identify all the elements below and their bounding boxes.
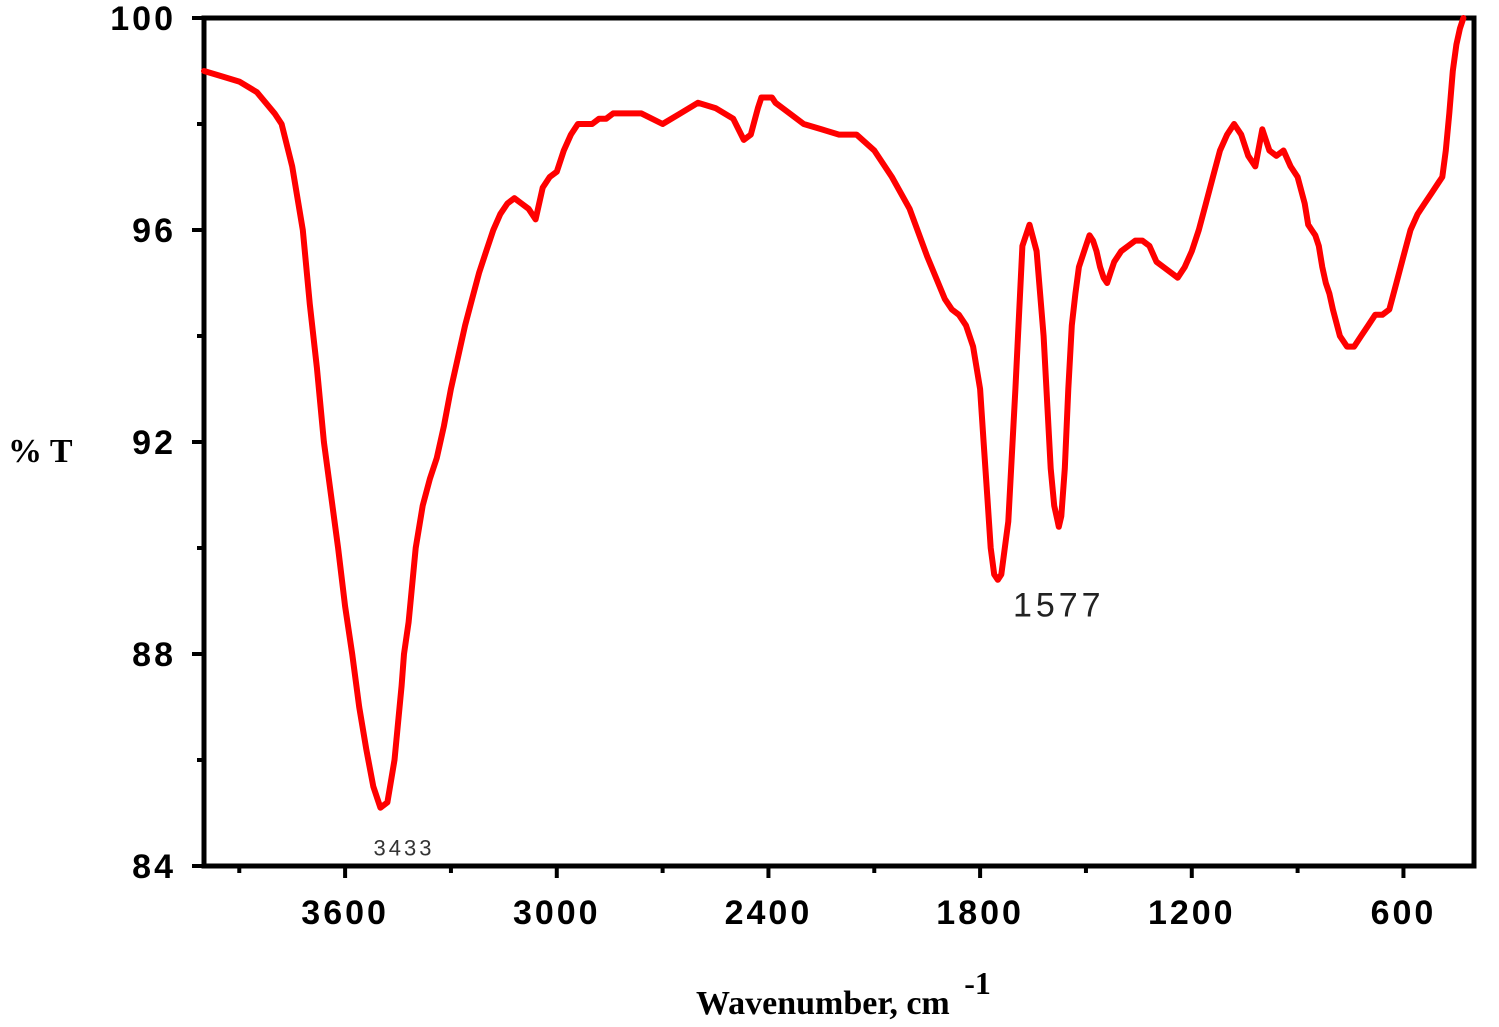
y-tick-label: 84 bbox=[132, 848, 176, 886]
x-tick-label: 3600 bbox=[301, 894, 389, 932]
axis-ticks bbox=[192, 16, 1406, 878]
x-axis-label-text: Wavenumber, cm bbox=[696, 985, 950, 1022]
x-tick-label: 2400 bbox=[725, 894, 813, 932]
peak-annotations: 3433 1577 bbox=[374, 587, 1105, 861]
y-tick-label: 88 bbox=[132, 636, 176, 674]
peak-label-3433: 3433 bbox=[374, 836, 435, 861]
x-axis-label: Wavenumber, cm -1 bbox=[696, 965, 991, 1022]
x-tick-label: 1800 bbox=[936, 894, 1024, 932]
x-tick-label: 1200 bbox=[1148, 894, 1236, 932]
spectrum-line bbox=[201, 15, 1467, 811]
x-tick-label: 600 bbox=[1371, 894, 1437, 932]
y-tick-label: 100 bbox=[110, 0, 176, 38]
peak-label-1577: 1577 bbox=[1013, 587, 1105, 625]
x-axis-label-superscript: -1 bbox=[964, 965, 991, 1001]
axis-tick-labels: 3600 3000 2400 1800 1200 600 84 88 92 96 100 bbox=[110, 0, 1437, 932]
y-tick-label: 96 bbox=[132, 212, 176, 250]
x-tick-label: 3000 bbox=[513, 894, 601, 932]
y-tick-label: 92 bbox=[132, 424, 176, 462]
y-axis-label: % T bbox=[8, 433, 73, 470]
